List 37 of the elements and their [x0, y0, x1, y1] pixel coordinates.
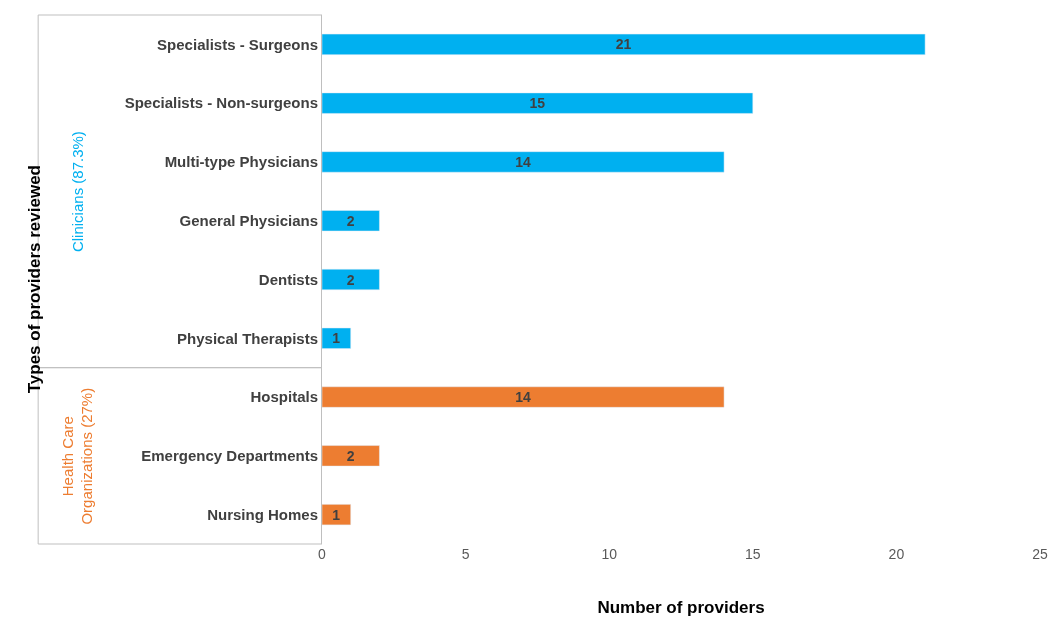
data-label: 2	[346, 447, 355, 464]
data-label: 2	[346, 212, 355, 229]
y-tick-label: General Physicians	[179, 211, 318, 229]
text: Clinicians (87.3%)	[69, 131, 87, 253]
data-label: 1	[332, 506, 341, 523]
bar	[322, 504, 351, 526]
bar	[322, 268, 380, 291]
y-tick-label: Physical Therapists	[177, 329, 318, 347]
data-label: 21	[615, 36, 632, 53]
x-tick-label: 0	[318, 546, 327, 562]
bar	[322, 92, 754, 114]
y-tick-label: Specialists - Non-surgeons	[124, 94, 318, 112]
y-tick-label: Multi-type Physicians	[164, 153, 318, 171]
bar	[322, 151, 725, 173]
y-axis-title: Types of providers reviewed	[25, 165, 45, 394]
bar	[322, 33, 926, 55]
data-label: 14	[515, 389, 531, 406]
y-tick-label: Nursing Homes	[207, 505, 318, 523]
bar	[322, 210, 380, 232]
x-tick-label: 10	[601, 546, 618, 562]
x-axis-title: Number of providers	[597, 598, 765, 618]
y-tick-label: Hospitals	[250, 388, 318, 406]
data-label: 15	[529, 95, 546, 112]
bar	[322, 445, 380, 467]
x-tick-label: 25	[1032, 546, 1048, 562]
x-tick-label: 5	[461, 546, 470, 562]
x-tick-label: 20	[888, 546, 905, 562]
bar	[322, 327, 351, 349]
y-tick-label: Specialists - Surgeons	[157, 35, 318, 53]
text: Health Care Organizations (27%)	[58, 387, 96, 525]
data-label: 1	[332, 330, 341, 347]
y-tick-label: Emergency Departments	[141, 447, 318, 465]
y-tick-label: Dentists	[258, 270, 318, 288]
bar	[322, 386, 725, 408]
data-label: 14	[515, 153, 531, 170]
data-label: 2	[346, 271, 355, 288]
x-tick-label: 15	[745, 546, 761, 562]
